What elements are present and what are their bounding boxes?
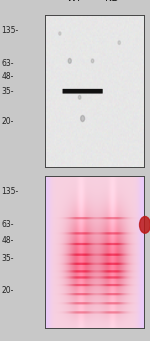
Text: 20-: 20- bbox=[2, 117, 14, 126]
Text: 20-: 20- bbox=[2, 286, 14, 295]
Text: 63-: 63- bbox=[2, 59, 14, 69]
Text: WT: WT bbox=[67, 0, 83, 3]
Circle shape bbox=[59, 32, 61, 35]
Circle shape bbox=[78, 95, 81, 99]
Text: KD: KD bbox=[105, 0, 119, 3]
Circle shape bbox=[81, 116, 85, 121]
Text: 63-: 63- bbox=[2, 220, 14, 229]
Circle shape bbox=[118, 41, 120, 44]
Text: 48-: 48- bbox=[2, 72, 14, 80]
Circle shape bbox=[140, 217, 150, 233]
Text: 48-: 48- bbox=[2, 236, 14, 244]
Text: 35-: 35- bbox=[2, 87, 14, 96]
Text: 135-: 135- bbox=[2, 26, 19, 35]
Text: 135-: 135- bbox=[2, 187, 19, 196]
Circle shape bbox=[68, 58, 71, 63]
FancyBboxPatch shape bbox=[63, 89, 103, 93]
Text: 35-: 35- bbox=[2, 254, 14, 263]
Circle shape bbox=[91, 59, 94, 63]
